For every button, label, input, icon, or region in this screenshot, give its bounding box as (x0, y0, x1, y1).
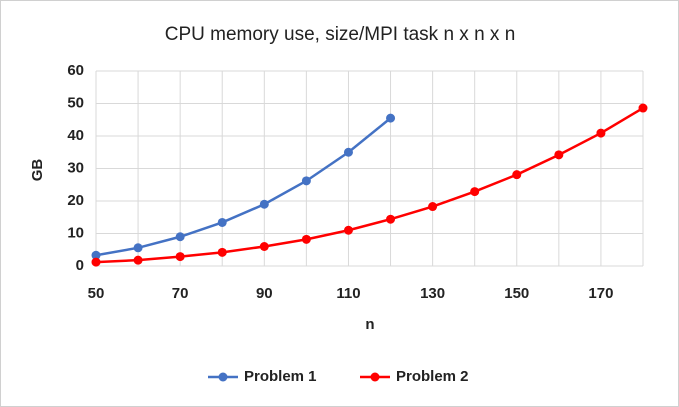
data-point (554, 150, 564, 160)
x-tick-label: 130 (420, 285, 445, 302)
x-tick-label: 170 (588, 285, 613, 302)
data-point (301, 234, 311, 244)
data-point (259, 199, 269, 209)
y-tick-label: 50 (67, 94, 84, 111)
legend-label: Problem 2 (396, 368, 469, 385)
data-point (259, 242, 269, 251)
data-point (91, 250, 101, 260)
y-tick-label: 40 (67, 127, 84, 144)
x-axis-label: n (365, 316, 374, 333)
data-point (217, 217, 227, 227)
legend-marker (370, 372, 380, 382)
data-point (175, 252, 185, 262)
legend-label: Problem 1 (244, 368, 317, 385)
data-point (175, 232, 185, 242)
y-tick-label: 60 (67, 62, 84, 79)
legend-marker (218, 372, 228, 382)
x-tick-label: 90 (256, 285, 273, 302)
data-point (428, 202, 438, 212)
y-axis-label: GB (29, 159, 46, 182)
data-point (343, 225, 353, 235)
data-point (386, 113, 396, 123)
data-point (638, 103, 648, 113)
x-tick-label: 110 (336, 285, 360, 302)
data-point (133, 255, 143, 265)
data-point (217, 247, 227, 257)
y-tick-label: 0 (76, 257, 84, 274)
series-line (95, 106, 644, 264)
data-point (596, 128, 606, 138)
data-point (512, 170, 522, 180)
data-point (386, 214, 396, 224)
data-point (133, 243, 143, 253)
chart-title: CPU memory use, size/MPI task n x n x n (165, 24, 516, 45)
y-tick-label: 30 (67, 159, 84, 176)
series-line (95, 117, 392, 257)
y-tick-label: 10 (67, 224, 84, 241)
y-tick-label: 20 (67, 192, 84, 209)
data-point (470, 187, 480, 197)
data-point (301, 176, 311, 186)
data-point (91, 257, 101, 267)
x-tick-label: 150 (504, 285, 529, 302)
data-point (343, 147, 353, 157)
x-tick-label: 50 (88, 285, 105, 302)
x-tick-label: 70 (172, 285, 189, 302)
